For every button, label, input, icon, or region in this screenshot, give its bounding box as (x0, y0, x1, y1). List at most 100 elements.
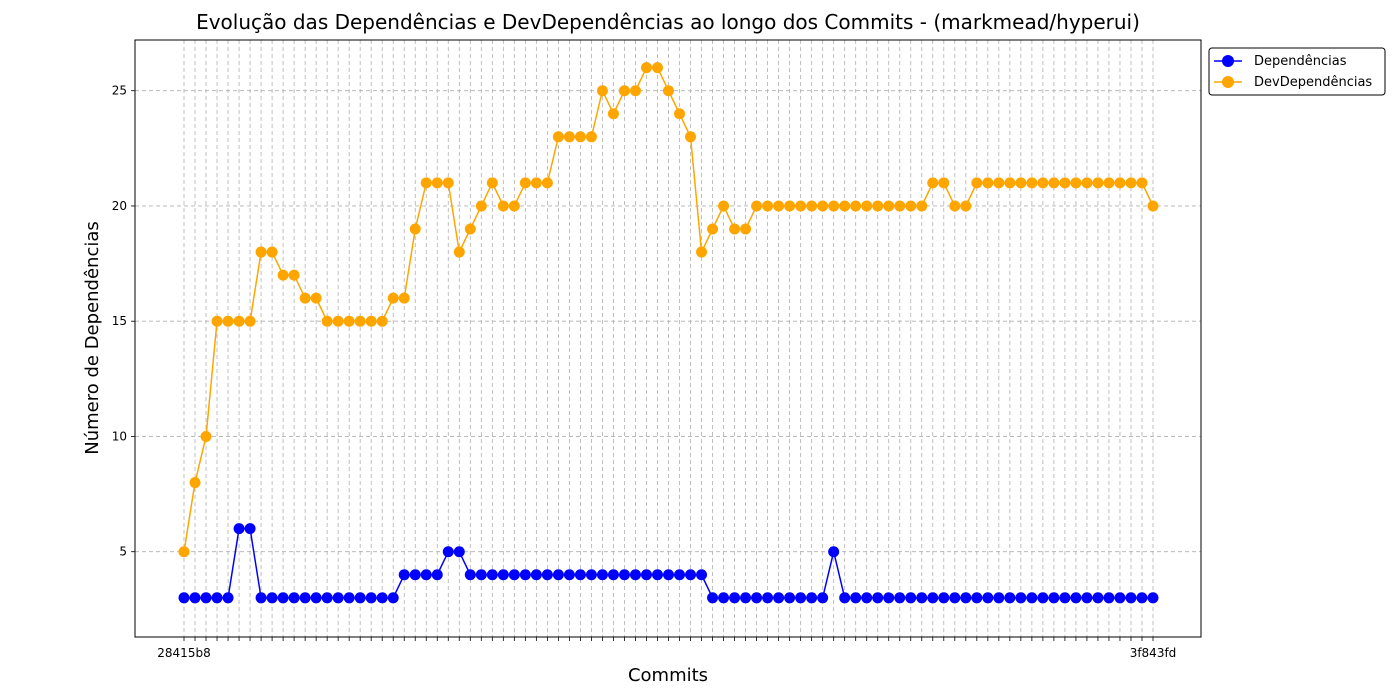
data-point (1114, 592, 1126, 604)
data-point (222, 315, 234, 327)
data-point (751, 592, 763, 604)
data-point (1103, 177, 1115, 189)
data-point (354, 592, 366, 604)
y-tick-label: 15 (112, 314, 127, 328)
data-point (663, 85, 674, 97)
data-point (795, 592, 807, 604)
data-point (299, 592, 311, 604)
data-point (200, 592, 212, 604)
data-point (1136, 592, 1148, 604)
data-point (255, 592, 267, 604)
data-point (993, 177, 1005, 189)
data-point (927, 592, 939, 604)
data-point (310, 592, 322, 604)
data-point (905, 200, 917, 212)
data-point (872, 200, 884, 212)
data-point (464, 569, 476, 581)
data-point (674, 108, 686, 120)
data-point (211, 315, 223, 327)
data-point (541, 569, 553, 581)
data-point (541, 177, 553, 189)
data-point (1037, 592, 1049, 604)
data-point (508, 200, 520, 212)
data-point (244, 523, 256, 535)
data-point (398, 292, 410, 304)
data-point (707, 592, 719, 604)
data-point (1048, 592, 1060, 604)
data-point (1015, 177, 1027, 189)
data-point (486, 177, 498, 189)
data-point (1059, 177, 1071, 189)
data-point (960, 592, 972, 604)
data-point (453, 246, 465, 258)
data-point (982, 592, 994, 604)
data-point (233, 315, 245, 327)
data-point (1059, 592, 1071, 604)
data-point (905, 592, 917, 604)
data-point (640, 62, 652, 74)
data-point (211, 592, 223, 604)
data-point (883, 200, 895, 212)
data-point (740, 223, 752, 235)
data-point (1015, 592, 1027, 604)
data-point (1092, 592, 1104, 604)
data-point (266, 246, 278, 258)
data-point (674, 569, 686, 581)
data-point (1103, 592, 1115, 604)
series-devdependencias (178, 62, 1159, 558)
data-point (431, 569, 443, 581)
data-point (1070, 592, 1082, 604)
data-point (178, 546, 190, 558)
data-point (420, 177, 432, 189)
data-point (299, 292, 311, 304)
data-point (1125, 592, 1137, 604)
legend: Dependências DevDependências (1208, 47, 1386, 96)
data-point (1114, 177, 1126, 189)
data-point (773, 592, 785, 604)
data-point (685, 131, 697, 143)
data-point (189, 592, 201, 604)
chart-title: Evolução das Dependências e DevDependênc… (196, 10, 1140, 34)
data-point (993, 592, 1005, 604)
data-point (398, 569, 410, 581)
data-point (277, 592, 289, 604)
data-point (894, 592, 906, 604)
data-point (1026, 592, 1038, 604)
data-point (629, 569, 641, 581)
data-point (696, 569, 708, 581)
x-tick-label: 3f843fd (1130, 646, 1177, 660)
y-tick-label: 20 (112, 199, 127, 213)
data-point (343, 315, 355, 327)
data-point (861, 200, 873, 212)
data-point (1026, 177, 1038, 189)
data-point (200, 430, 212, 442)
data-point (1004, 592, 1016, 604)
data-point (960, 200, 972, 212)
data-point (332, 592, 344, 604)
data-point (376, 592, 388, 604)
data-point (916, 200, 928, 212)
data-point (585, 131, 597, 143)
data-point (651, 569, 663, 581)
data-point (729, 592, 741, 604)
data-point (288, 592, 300, 604)
data-point (1092, 177, 1104, 189)
data-point (938, 177, 950, 189)
data-point (1048, 177, 1060, 189)
data-point (740, 592, 752, 604)
data-point (938, 592, 950, 604)
y-tick-label: 5 (119, 545, 127, 559)
data-point (233, 523, 245, 535)
data-point (497, 200, 509, 212)
data-point (596, 569, 608, 581)
data-point (508, 569, 520, 581)
data-point (839, 200, 851, 212)
data-point (475, 569, 487, 581)
data-point (618, 85, 630, 97)
data-point (442, 177, 454, 189)
data-point (817, 592, 829, 604)
data-point (189, 477, 201, 489)
data-point (497, 569, 509, 581)
data-point (530, 177, 542, 189)
